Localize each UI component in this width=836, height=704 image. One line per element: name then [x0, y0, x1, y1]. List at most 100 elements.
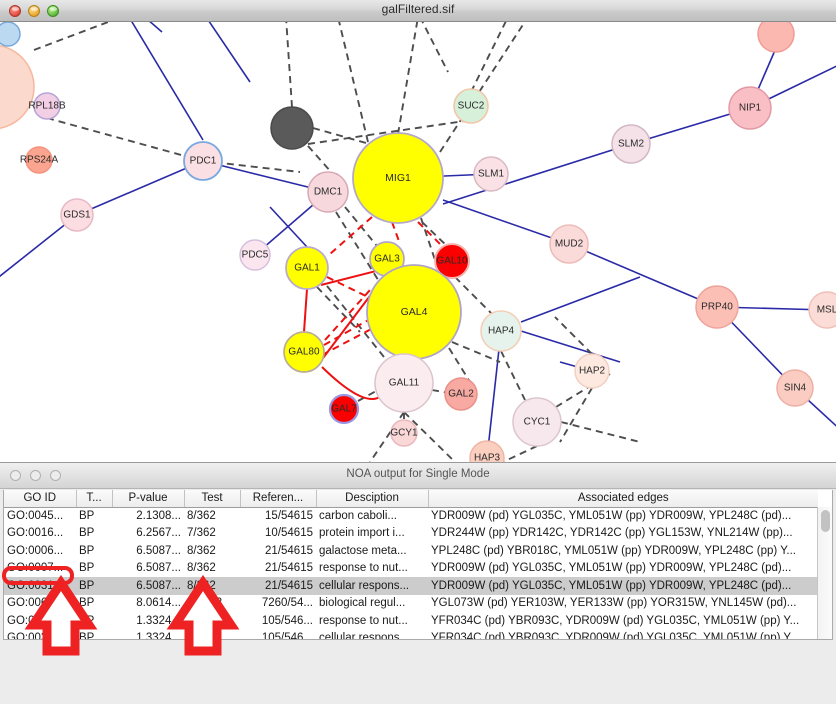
cell-ref[interactable]: 10/54615 [265, 527, 313, 540]
network-node-mig1[interactable] [352, 132, 444, 224]
network-node-suc2[interactable] [453, 88, 489, 124]
minimize-button[interactable] [28, 5, 40, 17]
cell-test[interactable]: 11/362 [187, 614, 222, 627]
column-header-description[interactable]: Desciption [316, 490, 429, 508]
cell-edges[interactable]: YDR009W (pd) YGL035C, YML051W (pp) YDR00… [431, 562, 792, 575]
network-node-rpl18b[interactable] [33, 92, 61, 120]
cell-ref[interactable]: 15/54615 [265, 510, 313, 522]
cell-pvalue[interactable]: 6.2567... [136, 527, 181, 540]
dialog-close-button[interactable] [10, 470, 21, 481]
network-node-gal7[interactable] [328, 393, 360, 425]
cell-type[interactable]: BP [79, 632, 95, 640]
cell-go-id[interactable]: GO:0016... [7, 527, 64, 540]
dialog-zoom-button[interactable] [50, 470, 61, 481]
table-row[interactable]: GO:0065... BP 8.0614... 94/362 7260/54..… [4, 595, 818, 613]
table-row[interactable]: GO:0031... BP 1.3324... 11/362 105/546..… [4, 630, 818, 640]
cell-desc[interactable]: biological regul... [319, 597, 406, 610]
cell-desc[interactable]: carbon caboli... [319, 510, 397, 522]
cell-test[interactable]: 8/362 [187, 544, 216, 557]
network-node-selected-gray[interactable] [270, 106, 314, 150]
cell-test[interactable]: 8/362 [187, 510, 216, 522]
cell-type[interactable]: BP [79, 527, 95, 540]
cell-pvalue[interactable]: 6.5087... [136, 562, 181, 575]
network-node-dmc1[interactable] [307, 171, 349, 213]
cell-ref[interactable]: 21/54615 [240, 577, 316, 595]
cell-type[interactable]: BP [79, 544, 95, 557]
network-node-slm2[interactable] [611, 124, 651, 164]
network-node-cyc1[interactable] [512, 397, 562, 447]
column-header-go-id[interactable]: GO ID [4, 490, 77, 508]
network-node[interactable] [757, 22, 795, 53]
table-row[interactable]: GO:0045... BP 2.1308... 8/362 15/54615 c… [4, 507, 818, 525]
dialog-minimize-button[interactable] [30, 470, 41, 481]
cell-go-id[interactable]: GO:0007... [7, 562, 64, 575]
cell-pvalue[interactable]: 2.1308... [136, 510, 181, 522]
column-header-type[interactable]: T... [76, 490, 113, 508]
cell-type[interactable]: BP [79, 562, 95, 575]
network-node-gcy1[interactable] [390, 419, 418, 447]
table-row[interactable]: GO:0016... BP 6.2567... 7/362 10/54615 p… [4, 525, 818, 543]
table-row[interactable]: GO:0007... BP 6.5087... 8/362 21/54615 r… [4, 560, 818, 578]
cell-edges[interactable]: YPL248C (pd) YBR018C, YML051W (pp) YDR00… [431, 544, 797, 557]
network-canvas[interactable]: RPL18B RPS24A GDS1 PDC1 PDC5 DMC1 MIG1 S… [0, 22, 836, 462]
network-node-mud2[interactable] [549, 224, 589, 264]
network-node-hap2[interactable] [574, 353, 610, 389]
network-node-nip1[interactable] [728, 86, 772, 130]
cell-go-id[interactable]: GO:0045... [7, 510, 64, 522]
network-node-prp40[interactable] [695, 285, 739, 329]
cell-test[interactable]: 8/362 [184, 577, 240, 595]
cell-edges[interactable]: YFR034C (pd) YBR093C, YDR009W (pd) YGL03… [431, 632, 800, 640]
cell-go-id[interactable]: GO:0031... [4, 577, 76, 595]
network-node[interactable] [0, 22, 21, 47]
network-node-gal1[interactable] [285, 246, 329, 290]
cell-pvalue[interactable]: 1.3324... [136, 614, 181, 627]
network-node-gal80[interactable] [283, 331, 325, 373]
cell-type[interactable]: BP [76, 577, 112, 595]
cell-edges[interactable]: YDR009W (pd) YGL035C, YML051W (pp) YDR00… [428, 577, 818, 595]
cell-ref[interactable]: 21/54615 [265, 562, 313, 575]
column-header-reference[interactable]: Referen... [240, 490, 317, 508]
table-row-selected[interactable]: GO:0031... BP 6.5087... 8/362 21/54615 c… [4, 577, 818, 595]
cell-pvalue[interactable]: 6.5087... [112, 577, 184, 595]
column-header-p-value[interactable]: P-value [112, 490, 185, 508]
cell-desc[interactable]: cellular respons... [319, 632, 410, 640]
cell-edges[interactable]: YGL073W (pd) YER103W, YER133W (pp) YOR31… [431, 597, 797, 610]
column-header-test[interactable]: Test [184, 490, 241, 508]
cell-edges[interactable]: YDR009W (pd) YGL035C, YML051W (pp) YDR00… [431, 510, 792, 522]
network-node-gds1[interactable] [60, 198, 94, 232]
cell-desc[interactable]: protein import i... [319, 527, 405, 540]
table-row[interactable]: GO:0006... BP 6.5087... 8/362 21/54615 g… [4, 542, 818, 560]
cell-go-id[interactable]: GO:0031... [7, 614, 64, 627]
network-node[interactable] [0, 45, 35, 129]
cell-test[interactable]: 94/362 [187, 597, 223, 610]
cell-desc[interactable]: response to nut... [319, 562, 408, 575]
table-vertical-scrollbar[interactable] [817, 507, 832, 639]
cell-type[interactable]: BP [79, 614, 95, 627]
table-row[interactable]: GO:0031... BP 1.3324... 11/362 105/546..… [4, 612, 818, 630]
cell-ref[interactable]: 7260/54... [261, 597, 313, 610]
network-node-hap3[interactable] [469, 440, 505, 462]
network-node-rps24a[interactable] [25, 146, 53, 174]
cell-ref[interactable]: 21/54615 [265, 544, 313, 557]
cell-desc[interactable]: cellular respons... [316, 577, 428, 595]
cell-ref[interactable]: 105/546... [261, 632, 313, 640]
network-node-gal11[interactable] [374, 353, 434, 413]
scrollbar-thumb[interactable] [821, 510, 830, 532]
cell-edges[interactable]: YFR034C (pd) YBR093C, YDR009W (pd) YGL03… [431, 614, 800, 627]
cell-desc[interactable]: response to nut... [319, 614, 408, 627]
network-node-sin4[interactable] [776, 369, 814, 407]
column-header-associated-edges[interactable]: Associated edges [428, 490, 818, 508]
zoom-button[interactable] [47, 5, 59, 17]
cell-pvalue[interactable]: 8.0614... [136, 597, 181, 610]
cell-edges[interactable]: YDR244W (pp) YDR142C, YDR142C (pp) YGL15… [431, 527, 793, 540]
network-node-pdc5[interactable] [239, 239, 271, 271]
cell-test[interactable]: 8/362 [187, 562, 216, 575]
cell-type[interactable]: BP [79, 597, 95, 610]
cell-go-id[interactable]: GO:0006... [7, 544, 64, 557]
cell-go-id[interactable]: GO:0065... [7, 597, 64, 610]
cell-desc[interactable]: galactose meta... [319, 544, 407, 557]
cell-test[interactable]: 7/362 [187, 527, 216, 540]
network-node-gal2[interactable] [444, 377, 478, 411]
cell-type[interactable]: BP [79, 510, 95, 522]
network-node-gal10[interactable] [434, 243, 470, 279]
